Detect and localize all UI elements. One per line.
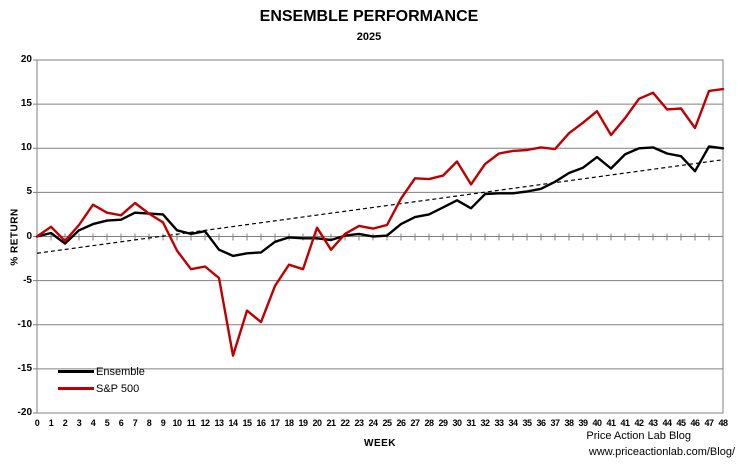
x-tick-label-15: 15 bbox=[242, 418, 252, 428]
x-tick-label-14: 14 bbox=[228, 418, 238, 428]
y-tick-label-20: 20 bbox=[20, 54, 32, 65]
x-tick-label-23: 23 bbox=[354, 418, 364, 428]
x-tick-label-28: 28 bbox=[424, 418, 434, 428]
x-tick-label-44: 43 bbox=[648, 418, 658, 428]
x-tick-label-26: 26 bbox=[396, 418, 406, 428]
x-tick-label-0: 0 bbox=[34, 418, 40, 428]
x-tick-label-45: 44 bbox=[662, 418, 672, 428]
x-tick-label-25: 25 bbox=[382, 418, 392, 428]
x-tick-label-11: 11 bbox=[186, 418, 196, 428]
x-tick-label-19: 19 bbox=[298, 418, 308, 428]
x-tick-label-4: 4 bbox=[90, 418, 96, 428]
x-tick-label-2: 2 bbox=[62, 418, 68, 428]
x-tick-label-32: 32 bbox=[480, 418, 490, 428]
x-tick-label-18: 18 bbox=[284, 418, 294, 428]
y-tick-label--15: -15 bbox=[17, 362, 32, 374]
x-tick-label-7: 7 bbox=[132, 418, 138, 428]
x-tick-label-46: 45 bbox=[676, 418, 686, 428]
y-tick-label-15: 15 bbox=[20, 98, 32, 110]
x-tick-label-16: 16 bbox=[256, 418, 266, 428]
x-tick-label-10: 10 bbox=[172, 418, 182, 428]
x-tick-label-9: 9 bbox=[160, 418, 166, 428]
y-tick-label--20: -20 bbox=[17, 407, 32, 418]
chart-title: ENSEMBLE PERFORMANCE bbox=[259, 8, 479, 25]
x-tick-label-17: 17 bbox=[270, 418, 280, 428]
x-tick-label-21: 21 bbox=[326, 418, 336, 428]
x-tick-label-48: 47 bbox=[704, 418, 714, 428]
credit-url: www.priceactionlab.com/Blog/ bbox=[588, 446, 735, 458]
y-tick-label-5: 5 bbox=[26, 186, 32, 198]
x-tick-label-41: 41 bbox=[606, 418, 616, 428]
x-tick-label-24: 24 bbox=[368, 418, 378, 428]
y-tick-label-0: 0 bbox=[26, 230, 32, 242]
y-tick-label--5: -5 bbox=[23, 274, 32, 286]
legend: Ensemble S&P 500 bbox=[58, 363, 145, 397]
x-tick-label-27: 27 bbox=[410, 418, 420, 428]
x-tick-label-22: 22 bbox=[340, 418, 350, 428]
x-tick-label-12: 12 bbox=[200, 418, 210, 428]
ensemble-series-line bbox=[35, 145, 725, 258]
x-tick-label-39: 39 bbox=[578, 418, 588, 428]
x-tick-label-34: 34 bbox=[508, 418, 518, 428]
x-tick-label-42: 41 bbox=[620, 418, 630, 428]
chart-subtitle: 2025 bbox=[356, 31, 382, 43]
x-tick-label-47: 46 bbox=[690, 418, 700, 428]
x-tick-label-43: 42 bbox=[634, 418, 644, 428]
x-tick-label-8: 8 bbox=[146, 418, 152, 428]
x-tick-label-36: 36 bbox=[536, 418, 546, 428]
x-tick-label-5: 5 bbox=[104, 418, 110, 428]
x-tick-label-49: 48 bbox=[718, 418, 728, 428]
sp500-series-line bbox=[35, 87, 725, 357]
x-tick-label-6: 6 bbox=[118, 418, 124, 428]
legend-item-sp500: S&P 500 bbox=[58, 380, 145, 397]
x-tick-label-38: 38 bbox=[564, 418, 574, 428]
x-tick-label-37: 37 bbox=[550, 418, 560, 428]
x-tick-label-29: 29 bbox=[438, 418, 448, 428]
x-tick-label-20: 20 bbox=[312, 418, 322, 428]
x-tick-label-3: 3 bbox=[76, 418, 82, 428]
legend-item-ensemble: Ensemble bbox=[58, 363, 145, 380]
x-tick-label-40: 40 bbox=[592, 418, 602, 428]
legend-label-ensemble: Ensemble bbox=[96, 365, 145, 378]
x-tick-label-33: 33 bbox=[494, 418, 504, 428]
x-tick-label-1: 1 bbox=[48, 418, 54, 428]
trendline-dashed bbox=[36, 159, 724, 254]
ensemble-line-swatch bbox=[58, 370, 94, 373]
credit-blog-name: Price Action Lab Blog bbox=[586, 430, 691, 442]
x-tick-label-30: 30 bbox=[452, 418, 462, 428]
sp500-line-swatch bbox=[58, 387, 94, 390]
x-tick-label-35: 35 bbox=[522, 418, 532, 428]
x-axis-title: WEEK bbox=[364, 438, 396, 449]
y-tick-label-10: 10 bbox=[20, 142, 32, 154]
x-tick-label-31: 31 bbox=[466, 418, 476, 428]
x-tick-label-13: 13 bbox=[214, 418, 224, 428]
legend-label-sp500: S&P 500 bbox=[96, 382, 140, 395]
y-tick-label--10: -10 bbox=[17, 318, 32, 330]
